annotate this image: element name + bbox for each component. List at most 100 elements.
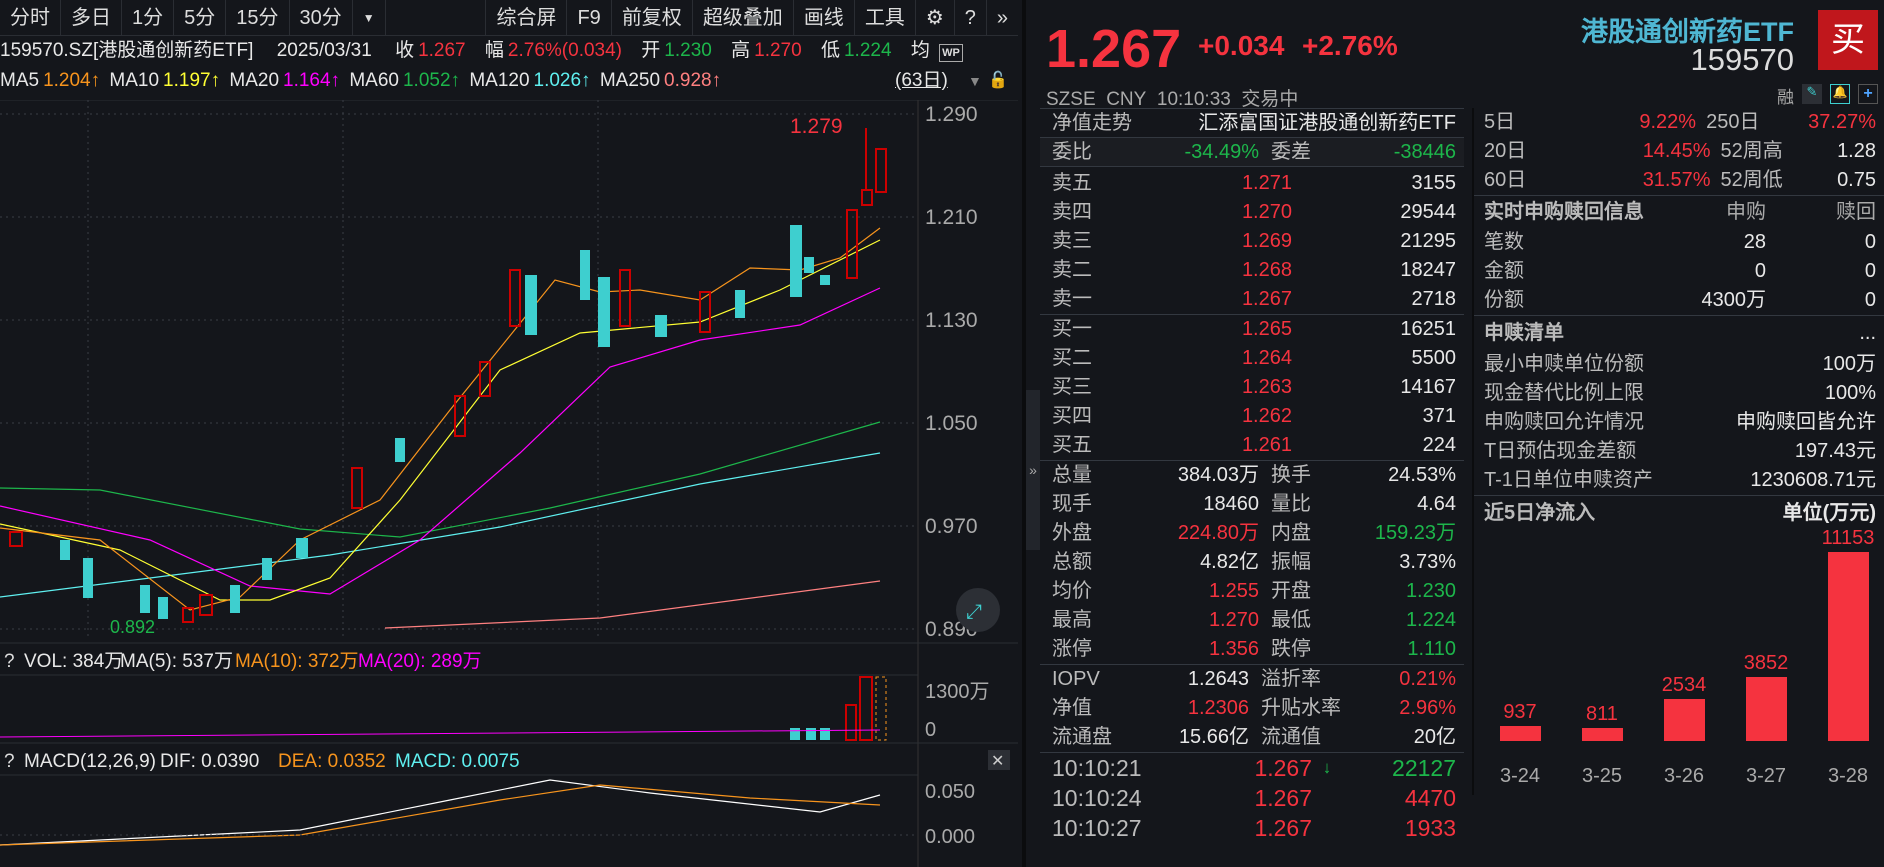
tab-multiday[interactable]: 多日	[61, 0, 122, 36]
help-icon[interactable]: ?	[955, 0, 987, 36]
creation-row: 最小申赎单位份额 100万	[1484, 353, 1876, 375]
bid-row[interactable]: 买四 1.262 371	[1052, 405, 1456, 427]
high-value: 1.270	[754, 40, 802, 61]
bid-row[interactable]: 买一 1.265 16251	[1052, 318, 1456, 340]
bar-3-24	[1500, 726, 1541, 741]
tick-list[interactable]: 10:10:21 1.267 ↓ 22127 10:10:24 1.267 4470 10…	[1040, 752, 1464, 843]
macd-help-icon[interactable]: ?	[4, 751, 15, 772]
tick-row: 10:10:27 1.267 1933	[1052, 815, 1456, 841]
gear-icon[interactable]: ⚙	[916, 0, 955, 36]
fullscreen-toggle-icon[interactable]	[956, 588, 1000, 632]
draw-line-button[interactable]: 画线	[794, 0, 855, 36]
ask-row[interactable]: 卖五 1.271 3155	[1052, 172, 1456, 194]
ask-row[interactable]: 卖二 1.268 18247	[1052, 259, 1456, 281]
svg-text:⤢: ⤢	[966, 601, 982, 623]
fund-code: 159570	[1690, 42, 1794, 77]
candles	[9, 128, 887, 623]
expand-right-icon[interactable]: »	[996, 6, 1008, 29]
trading-status: 交易中	[1241, 89, 1299, 110]
down-arrow-icon: ↓	[1322, 758, 1332, 777]
macd-axis-high: 0.050	[925, 781, 975, 803]
edit-icon[interactable]: ✎	[1802, 84, 1822, 104]
period-selector[interactable]: (63日)	[895, 70, 948, 91]
quote-panel: 1.267 +0.034 +2.76% SZSE CNY 10:10:33 交易…	[1022, 0, 1884, 867]
date-label: 2025/03/31	[276, 40, 372, 61]
ask-row[interactable]: 卖三 1.269 21295	[1052, 230, 1456, 252]
bar-3-26	[1664, 699, 1705, 741]
close-value: 1.267	[418, 40, 466, 61]
tab-1min[interactable]: 1分	[122, 0, 175, 36]
tab-5min[interactable]: 5分	[174, 0, 227, 36]
bid-row[interactable]: 买二 1.264 5500	[1052, 347, 1456, 369]
net-inflow-bar-chart: 937 811 2534 3852 11153 3-24 3-25 3-26 3…	[1500, 527, 1875, 787]
creation-row: T-1日单位申赎资产 1230608.71元	[1484, 469, 1876, 491]
bids: 买一 1.265 16251 买二 1.264 5500 买三 1.263 14167 买四…	[1040, 314, 1464, 460]
more-periods-dropdown[interactable]: ▼	[353, 0, 386, 36]
ma10-label: MA10	[109, 70, 160, 91]
volume-axis-max: 1300万	[925, 681, 990, 703]
ask-row[interactable]: 卖四 1.270 29544	[1052, 201, 1456, 223]
svg-text:1.130: 1.130	[925, 309, 978, 332]
last-price: 1.267	[1046, 19, 1182, 79]
macd-dif: DIF: 0.0390	[160, 751, 259, 772]
stat-row: 最高 1.270 最低 1.224	[1052, 609, 1456, 631]
tab-intraday[interactable]: 分时	[0, 0, 61, 36]
creation-list-section: 申赎清单... 最小申赎单位份额 100万 现金替代比例上限 100% 申购赎回允许…	[1474, 315, 1884, 495]
volume-axis-zero: 0	[925, 719, 936, 741]
bar-3-28	[1828, 552, 1869, 741]
change-label: 幅	[484, 40, 504, 61]
bid-row[interactable]: 买五 1.261 224	[1052, 434, 1456, 456]
buy-button[interactable]: 买	[1818, 10, 1878, 70]
price-change: +0.034	[1198, 30, 1285, 61]
etf-info-column: 5日 9.22% 250日 37.27% 20日 14.45% 52周高 1.28 60日 3…	[1472, 108, 1884, 795]
svg-text:1.210: 1.210	[925, 206, 978, 229]
wp-monitor-icon[interactable]: WP	[939, 44, 963, 62]
composite-screen-button[interactable]: 综合屏	[485, 0, 568, 36]
realtime-creation-section: 实时申购赎回信息 申购 赎回 笔数 28 0 金额 0 0 份额 4300万 0	[1474, 195, 1884, 315]
volume-help-icon[interactable]: ?	[4, 651, 15, 672]
macd-value: MACD: 0.0075	[395, 751, 520, 772]
svg-text:1.050: 1.050	[925, 412, 978, 435]
dropdown-triangle-icon[interactable]: ▼	[968, 73, 982, 89]
svg-text:3-25: 3-25	[1582, 765, 1622, 787]
order-book: 净值走势 汇添富国证港股通创新药ETF 委比 -34.49% 委差 -38446 卖五 1…	[1040, 108, 1464, 843]
more-options-button[interactable]: ...	[1859, 322, 1876, 344]
unlock-icon[interactable]: 🔓	[988, 72, 1008, 89]
forward-adjust-button[interactable]: 前复权	[612, 0, 693, 36]
super-overlay-button[interactable]: 超级叠加	[693, 0, 794, 36]
tab-30min[interactable]: 30分	[290, 0, 353, 36]
inflow-unit: 单位(万元)	[1782, 502, 1876, 524]
inflow-section: 近5日净流入 单位(万元) 937 811 2534 3852 11153	[1474, 495, 1884, 795]
svg-text:2534: 2534	[1662, 674, 1707, 696]
volume-value: VOL: 384万	[24, 651, 123, 672]
bell-icon[interactable]: 🔔	[1830, 84, 1850, 104]
ma20-value: 1.164↑	[283, 70, 341, 91]
macd-axis-zero: 0.000	[925, 826, 975, 848]
low-value: 1.224	[843, 40, 892, 61]
svg-text:11153: 11153	[1822, 530, 1875, 549]
candlestick-chart[interactable]: 1.290 1.210 1.130 1.050 0.970 0.890	[0, 100, 1018, 867]
symbol-label: 159570.SZ[港股通创新药ETF]	[0, 40, 254, 61]
bid-row[interactable]: 买三 1.263 14167	[1052, 376, 1456, 398]
ma120-label: MA120	[469, 70, 530, 91]
add-watchlist-icon[interactable]: +	[1858, 84, 1878, 104]
close-indicator-icon[interactable]	[988, 750, 1010, 770]
return-row: 5日 9.22% 250日 37.27%	[1484, 111, 1876, 133]
ma60-label: MA60	[349, 70, 399, 91]
f9-button[interactable]: F9	[567, 0, 612, 36]
ma60-value: 1.052↑	[402, 70, 461, 91]
collapse-panel-handle[interactable]: »	[1026, 390, 1040, 550]
tab-15min[interactable]: 15分	[226, 0, 290, 36]
macd-dea: DEA: 0.0352	[278, 751, 386, 772]
tools-button[interactable]: 工具	[855, 0, 916, 36]
open-label: 开	[641, 40, 661, 61]
ask-row[interactable]: 卖一 1.267 2718	[1052, 288, 1456, 310]
return-row: 20日 14.45% 52周高 1.28	[1484, 140, 1876, 162]
nav-trend-row[interactable]: 净值走势 汇添富国证港股通创新药ETF	[1040, 108, 1464, 137]
bar-3-27	[1746, 677, 1787, 741]
stat-row: 现手 18460 量比 4.64	[1052, 493, 1456, 515]
low-label: 低	[820, 40, 840, 61]
creation-row: 现金替代比例上限 100%	[1484, 382, 1876, 404]
low-annotation: 0.892	[110, 617, 155, 637]
tick-row: 10:10:21 1.267 ↓ 22127	[1052, 755, 1456, 781]
